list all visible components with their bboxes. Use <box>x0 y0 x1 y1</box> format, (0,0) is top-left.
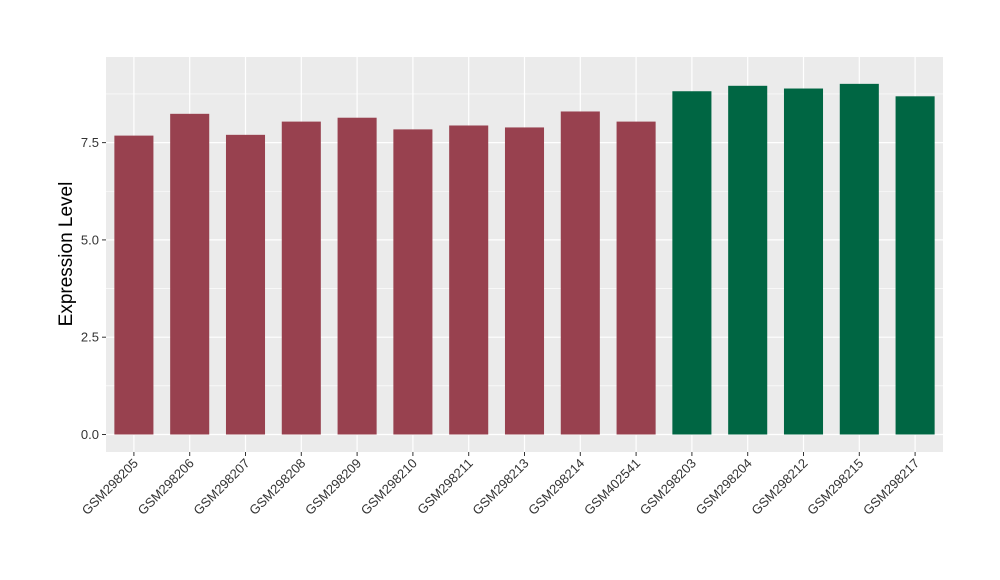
y-axis-title: Expression Level <box>56 182 77 327</box>
x-tick-label: GSM298205 <box>79 456 141 518</box>
bar-gsm298217 <box>895 96 935 435</box>
x-tick-label: GSM298207 <box>190 456 252 518</box>
x-tick-label: GSM298209 <box>302 456 364 518</box>
bar-gsm298214 <box>560 111 600 435</box>
bar-gsm298211 <box>449 125 489 435</box>
x-tick-label: GSM298215 <box>804 456 866 518</box>
x-tick-label: GSM298214 <box>525 456 587 518</box>
x-tick-label: GSM402541 <box>581 456 643 518</box>
x-tick-label: GSM298203 <box>637 456 699 518</box>
bar-gsm298215 <box>839 83 879 435</box>
y-axis: 0.0 2.5 5.0 7.5 <box>81 135 106 442</box>
x-tick-label: GSM298211 <box>414 456 476 518</box>
bar-gsm402541 <box>616 121 656 435</box>
bars <box>114 83 935 435</box>
x-tick-label: GSM298208 <box>246 456 308 518</box>
bar-gsm298213 <box>504 127 545 435</box>
x-tick-label: GSM298206 <box>135 456 197 518</box>
x-tick-label: GSM298217 <box>860 456 922 518</box>
bar-gsm298206 <box>170 113 210 435</box>
bar-gsm298204 <box>728 85 768 435</box>
bar-gsm298205 <box>114 135 154 435</box>
x-tick-label: GSM298212 <box>748 456 810 518</box>
y-tick-label: 0.0 <box>81 427 99 442</box>
x-tick-label: GSM298213 <box>469 456 531 518</box>
x-tick-label: GSM298204 <box>693 456 755 518</box>
bar-gsm298210 <box>393 129 433 435</box>
x-tick-label: GSM298210 <box>358 456 420 518</box>
bar-gsm298207 <box>225 134 266 435</box>
y-tick-label: 5.0 <box>81 232 99 247</box>
bar-gsm298209 <box>337 117 377 435</box>
y-tick-label: 7.5 <box>81 135 99 150</box>
bar-gsm298208 <box>281 121 321 435</box>
x-axis: GSM298205GSM298206GSM298207GSM298208GSM2… <box>79 452 922 518</box>
bar-gsm298212 <box>783 88 824 435</box>
y-tick-label: 2.5 <box>81 330 99 345</box>
bar-gsm298203 <box>672 91 712 435</box>
